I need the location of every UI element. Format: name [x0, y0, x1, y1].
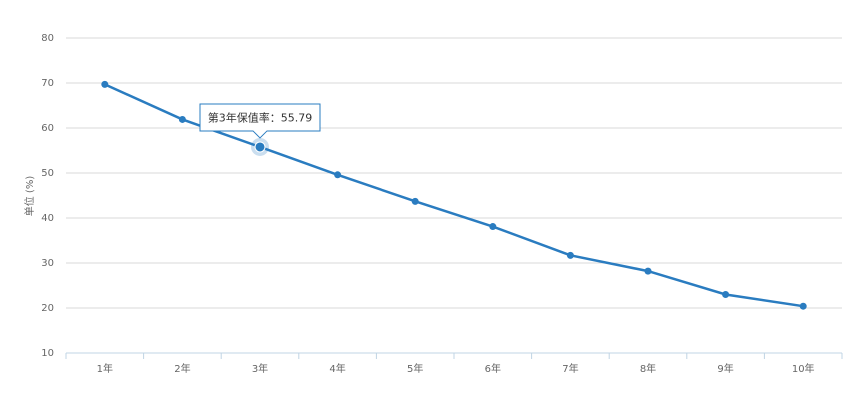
point [178, 115, 186, 123]
point [334, 171, 342, 179]
point [722, 291, 730, 298]
x-tick-label: 1年 [97, 362, 113, 375]
point [644, 267, 652, 275]
x-tick-label: 3年 [252, 362, 268, 375]
point [101, 80, 109, 88]
point [799, 302, 807, 310]
y-tick-label: 70 [41, 78, 54, 89]
tooltip-box [199, 103, 321, 139]
tooltip: 第3年保值率：55.79 [199, 103, 321, 139]
y-tick-label: 20 [41, 303, 54, 314]
line [104, 83, 804, 308]
x-tick-label: 4年 [329, 362, 345, 375]
point [489, 223, 497, 231]
y-axis-label: 单位 (%) [23, 176, 36, 217]
y-tick-label: 40 [41, 213, 54, 224]
x-tick-label: 2年 [174, 362, 190, 375]
point [254, 141, 266, 153]
y-tick-label: 80 [41, 33, 54, 44]
x-tick-label: 8年 [640, 362, 656, 375]
y-tick-label: 60 [41, 123, 54, 134]
point [566, 251, 574, 259]
x-tick-label: 6年 [485, 362, 501, 375]
y-tick-label: 50 [41, 168, 54, 179]
x-tick-label: 7年 [562, 362, 578, 375]
x-tick-label: 5年 [407, 362, 423, 375]
x-tick-label: 9年 [717, 362, 733, 375]
y-tick-label: 10 [41, 348, 54, 359]
point [411, 197, 419, 205]
x-tick-label: 10年 [792, 362, 815, 375]
y-tick-label: 30 [41, 258, 54, 269]
tooltip-text: 第3年保值率：55.79 [208, 110, 313, 124]
